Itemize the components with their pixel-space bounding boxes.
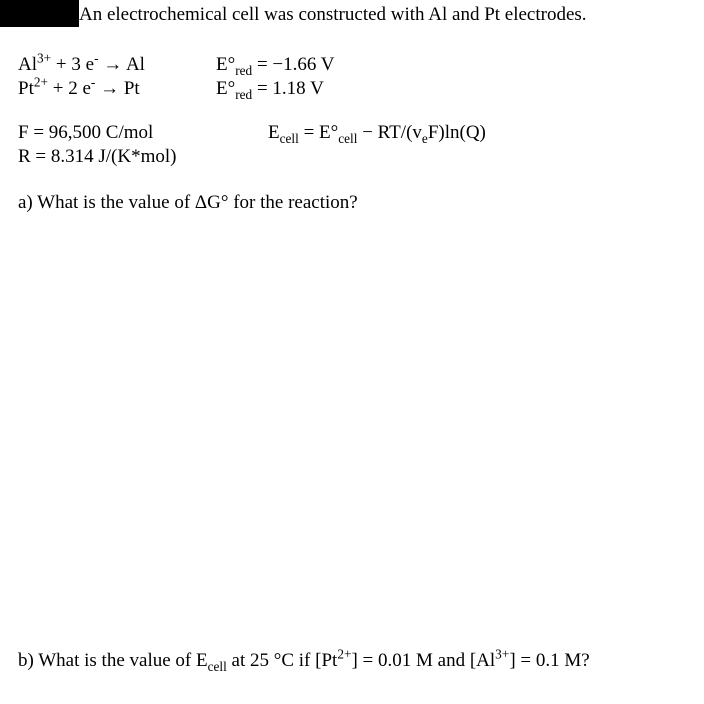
half-reaction-1-rhs: E°red = −1.66 V <box>216 54 335 76</box>
gas-constant: R = 8.314 J/(K*mol) <box>18 146 177 168</box>
question-a: a) What is the value of ΔG° for the reac… <box>18 192 358 214</box>
half-reaction-1-lhs: Al3+ + 3 e- → Al <box>18 54 145 76</box>
nernst-equation: Ecell = E°cell − RT/(veF)ln(Q) <box>268 122 486 144</box>
question-b: b) What is the value of Ecell at 25 °C i… <box>18 650 590 672</box>
intro-text: An electrochemical cell was constructed … <box>79 4 587 26</box>
half-reaction-2-rhs: E°red = 1.18 V <box>216 78 324 100</box>
faraday-constant: F = 96,500 C/mol <box>18 122 153 144</box>
redaction-box <box>0 0 79 27</box>
half-reaction-2-lhs: Pt2+ + 2 e- → Pt <box>18 78 140 100</box>
